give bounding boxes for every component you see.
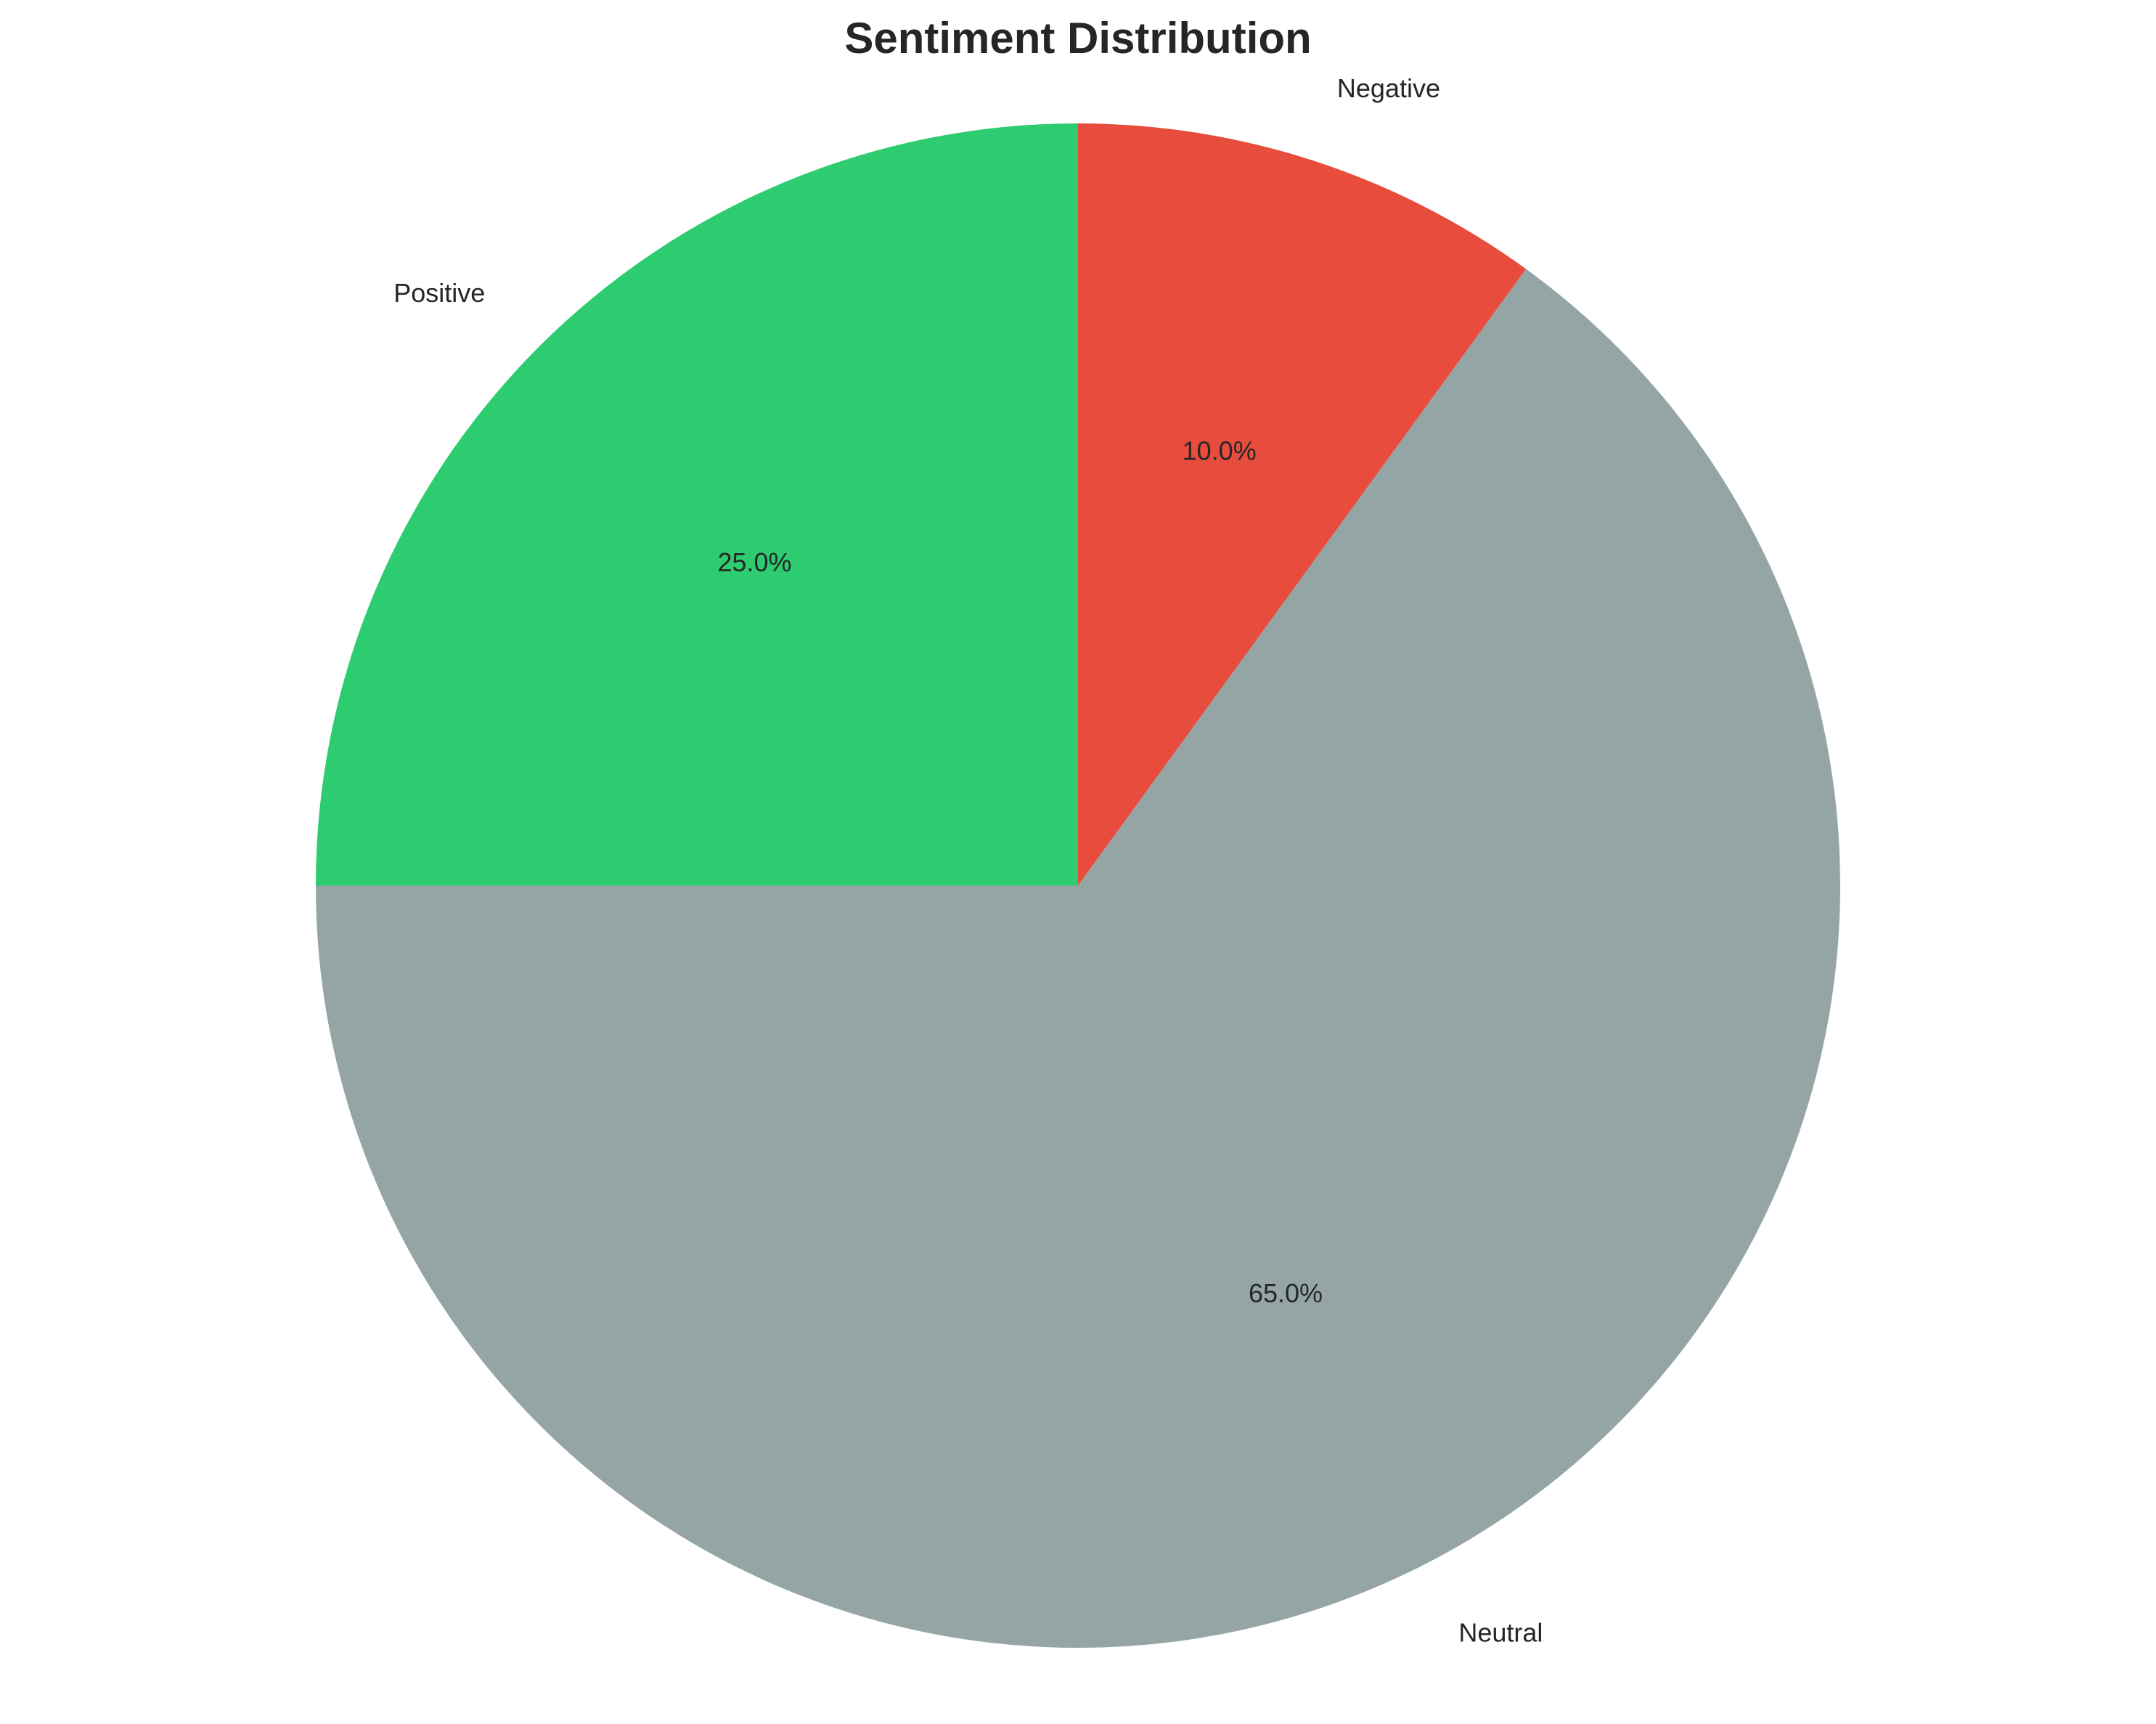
pie-labels: Negative 10.0% Neutral 65.0% Positive 25.0% [393,73,1543,1648]
slice-percent-negative: 10.0% [1183,436,1257,465]
slice-percent-neutral: 65.0% [1249,1278,1323,1308]
slice-label-positive: Positive [393,278,485,308]
pie-slices [316,123,1840,1649]
slice-percent-positive: 25.0% [717,547,791,577]
pie-slice-negative [1078,123,1527,886]
chart-title: Sentiment Distribution [844,14,1311,62]
slice-label-negative: Negative [1337,73,1440,103]
pie-slice-neutral [316,269,1840,1649]
slice-label-neutral: Neutral [1458,1618,1543,1648]
pie-slice-positive [316,123,1078,886]
